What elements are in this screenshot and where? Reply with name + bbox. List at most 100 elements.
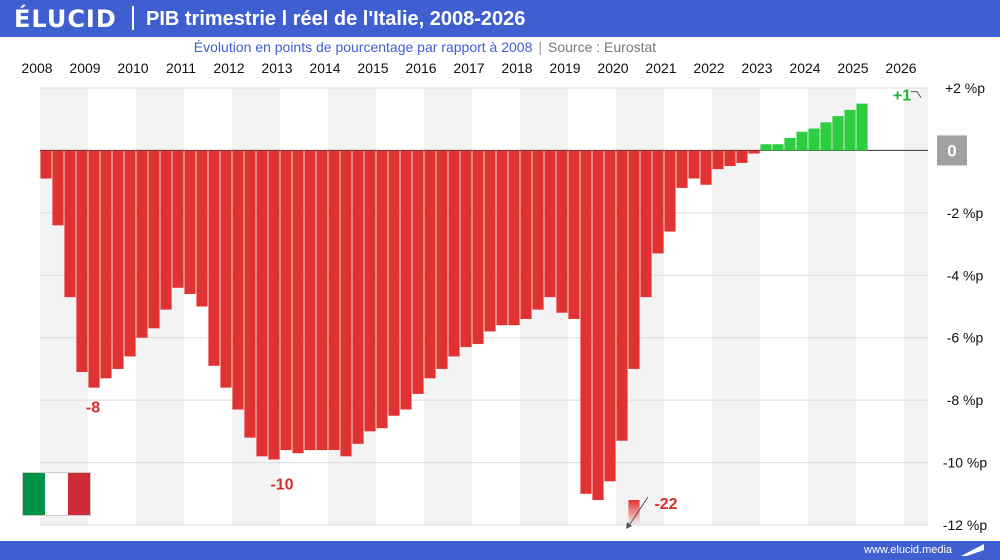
flag-red-stripe [67,473,90,515]
x-tick-2012: 2012 [213,60,244,76]
annotation-label: -8 [86,400,100,417]
bar-2024-T2 [820,122,832,151]
x-tick-2020: 2020 [597,60,628,76]
bar-2019-T1 [568,150,580,319]
bar-2013-T2 [292,150,304,454]
y-tick-label: -10 %p [943,455,988,471]
bar-2015-T3 [400,150,412,410]
bar-2014-T4 [364,150,376,432]
x-axis-labels: 2008 2009 2010 2011 2012 2013 2014 2015 2016 2017… [21,60,916,76]
bar-2009-T2 [100,150,112,379]
bar-2018-T4 [556,150,568,313]
bar-2023-T2 [772,144,784,151]
x-tick-2017: 2017 [453,60,484,76]
bar-2011-T3 [208,150,220,366]
bar-2018-T1 [520,150,532,319]
y-tick-label: -2 %p [947,205,984,221]
x-tick-2009: 2009 [69,60,100,76]
italy-flag-icon [22,472,91,516]
x-tick-2016: 2016 [405,60,436,76]
y-axis-labels: +2 %p 0 -2 %p -4 %p -6 %p -8 %p -10 %p -12 %p [937,80,987,533]
brand-logo: ÉLUCID [14,5,117,33]
bar-2022-T4 [748,150,760,154]
bar-2008-T4 [76,150,88,373]
elucid-mark-icon [961,544,984,556]
chart-title: PIB trimestrie l réel de l'Italie, 2008-… [146,8,526,30]
bar-2008-T1 [40,150,52,179]
x-tick-2008: 2008 [21,60,52,76]
bar-2024-T3 [832,116,844,151]
bar-2013-T3 [304,150,316,451]
bar-2015-T4 [412,150,424,394]
plus-one-leader [911,91,922,98]
bar-2017-T1 [472,150,484,344]
bar-2023-T4 [796,131,808,151]
bar-2015-T1 [376,150,388,429]
bar-2020-T1 [616,150,628,441]
year-band [904,88,928,525]
bars-layer [40,103,868,525]
annotation-label: -22 [654,496,677,513]
annotations-layer: -8 -10 -22 +1 [86,88,922,529]
bar-2012-T2 [244,150,256,438]
bar-2016-T1 [424,150,436,379]
bar-2018-T2 [532,150,544,310]
bar-2024-T1 [808,128,820,151]
bar-2010-T2 [148,150,160,329]
y-tick-label: -12 %p [943,517,988,533]
x-tick-2021: 2021 [645,60,676,76]
bar-2023-T3 [784,137,796,151]
bar-2022-T2 [724,150,736,167]
y-tick-label: -6 %p [947,330,984,346]
header-bar: ÉLUCID PIB trimestrie l réel de l'Italie… [0,0,1000,37]
bar-2011-T2 [196,150,208,307]
x-tick-2023: 2023 [741,60,772,76]
bar-2021-T1 [664,150,676,232]
x-tick-2026: 2026 [885,60,916,76]
bar-2024-T4 [844,109,856,151]
bar-2011-T4 [220,150,232,388]
footer-url: www.elucid.media [864,544,953,556]
bar-2009-T3 [112,150,124,369]
bar-2021-T2 [676,150,688,188]
y-tick-label: +2 %p [945,80,985,96]
bar-2017-T3 [496,150,508,326]
bar-2012-T3 [256,150,268,457]
header-divider [132,6,134,30]
bar-2019-T3 [592,150,604,501]
bar-2022-T3 [736,150,748,163]
bar-2013-T1 [280,150,292,451]
bar-2025-T1 [856,103,868,151]
x-tick-2015: 2015 [357,60,388,76]
footer-bar [0,541,1000,560]
bar-2016-T2 [436,150,448,369]
bar-2020-T2 [628,150,640,369]
bar-2019-T2 [580,150,592,494]
x-tick-2018: 2018 [501,60,532,76]
bar-2017-T2 [484,150,496,332]
flag-white-stripe [45,473,68,515]
subtitle-separator: | [538,39,543,55]
x-tick-2024: 2024 [789,60,820,76]
bar-2009-T1 [88,150,100,388]
year-band [808,88,856,525]
bar-2010-T4 [172,150,184,288]
bar-2016-T4 [460,150,472,348]
bar-2009-T4 [124,150,136,357]
bar-fade-clipped [628,500,640,525]
bar-2010-T3 [160,150,172,310]
bar-2018-T3 [544,150,556,298]
y-tick-zero: 0 [947,141,956,160]
mark-shape [961,544,984,556]
bar-2021-T3 [688,150,700,179]
x-tick-2013: 2013 [261,60,292,76]
bar-2010-T1 [136,150,148,338]
bar-2019-T4 [604,150,616,482]
subtitle-text: Évolution en points de pourcentage par r… [193,39,533,55]
bar-2015-T2 [388,150,400,416]
y-tick-label: -8 %p [947,392,984,408]
bar-2008-T2 [52,150,64,226]
clipped-bar-arrowhead [626,522,632,529]
bar-2014-T3 [352,150,364,444]
